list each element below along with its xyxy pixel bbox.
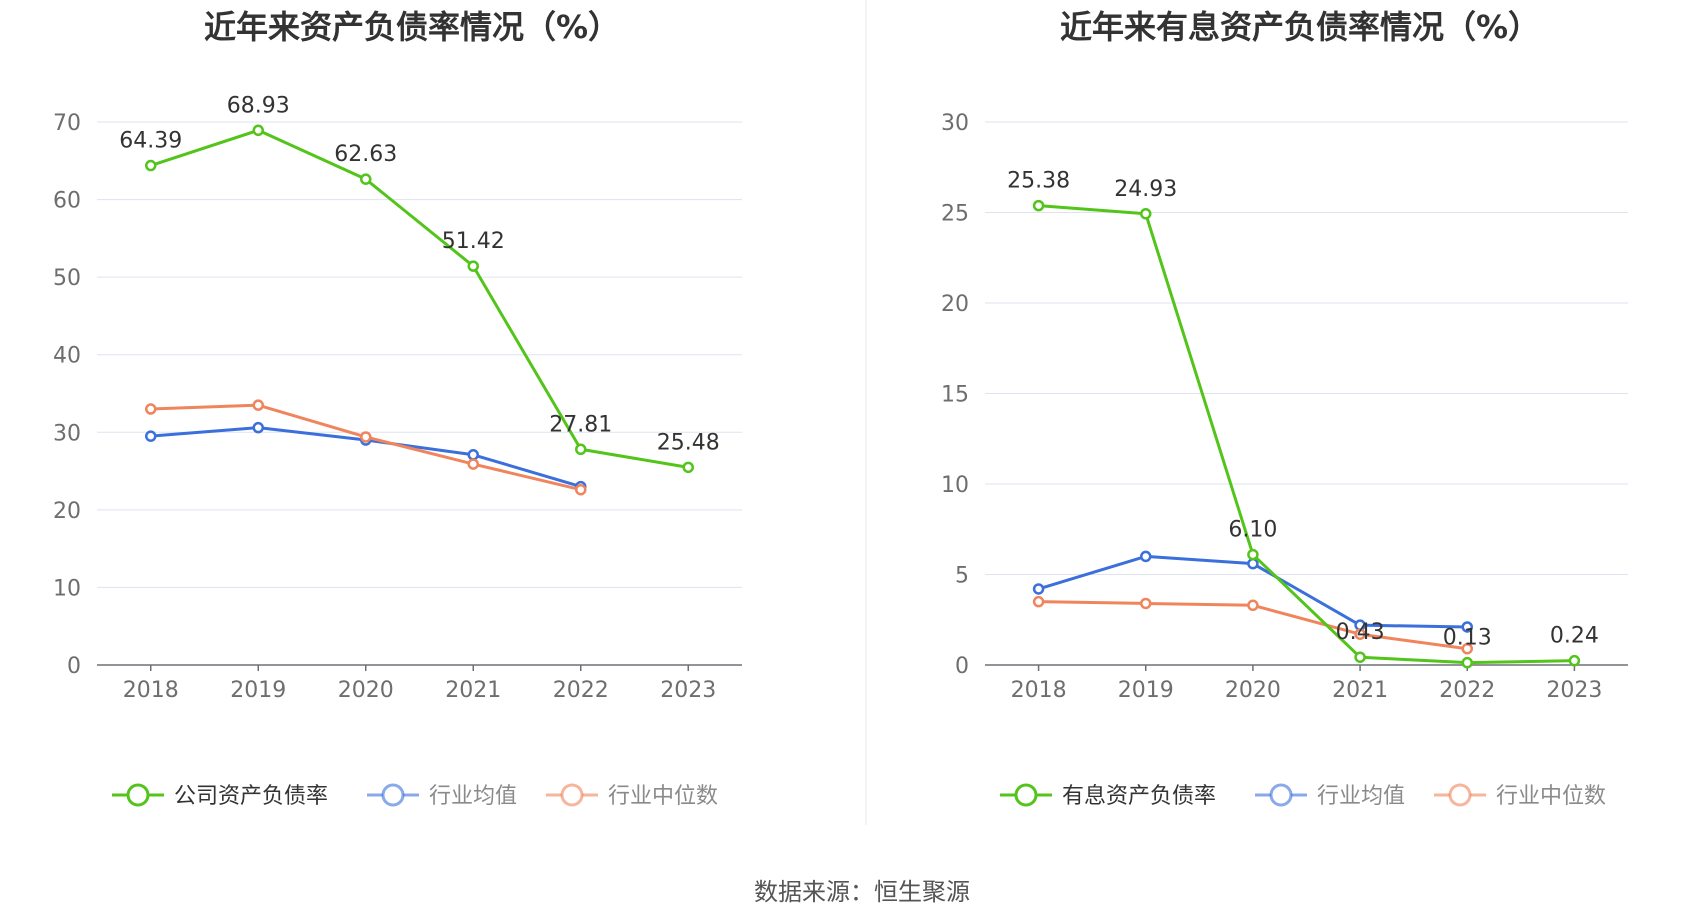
legend-marker-1-0 — [1014, 783, 1038, 807]
data-label-0-5: 25.48 — [657, 430, 720, 455]
x-tick-label-1-3: 2021 — [1332, 678, 1388, 703]
y-tick-label-1-0: 0 — [955, 654, 969, 679]
y-tick-label-1-2: 10 — [941, 473, 969, 498]
y-tick-label-1-6: 30 — [941, 111, 969, 136]
legend-marker-0-1 — [381, 783, 405, 807]
data-point-0-2-3 — [467, 458, 479, 470]
y-tick-label-0-3: 30 — [53, 421, 81, 446]
y-tick-label-0-1: 10 — [53, 576, 81, 601]
legend-label-0-1: 行业均值 — [429, 784, 517, 809]
data-label-1-3: 0.43 — [1336, 620, 1385, 645]
x-tick-label-0-1: 2019 — [230, 678, 286, 703]
legend-marker-0-2 — [560, 783, 584, 807]
data-point-1-2-0 — [1032, 595, 1045, 608]
data-label-0-2: 62.63 — [334, 142, 397, 167]
data-label-1-0: 25.38 — [1007, 169, 1070, 194]
data-label-0-3: 51.42 — [442, 229, 505, 254]
x-tick-label-1-4: 2022 — [1439, 678, 1495, 703]
legend-label-1-2: 行业中位数 — [1496, 784, 1606, 809]
data-point-0-0-0 — [145, 159, 157, 172]
x-tick-label-1-2: 2020 — [1225, 678, 1281, 703]
y-tick-label-1-4: 20 — [941, 292, 969, 317]
y-tick-label-0-2: 20 — [53, 499, 81, 524]
data-point-0-1-1 — [252, 421, 264, 434]
chart-title-0: 近年来资产负债率情况（%） — [204, 8, 620, 46]
y-tick-label-0-0: 0 — [67, 654, 81, 679]
data-point-0-0-3 — [467, 260, 479, 272]
data-point-0-0-1 — [252, 124, 264, 137]
data-label-1-2: 6.10 — [1228, 518, 1277, 543]
series-line-0-0 — [150, 128, 689, 469]
data-point-1-1-1 — [1140, 550, 1152, 563]
data-point-1-2-3 — [1354, 628, 1366, 640]
data-label-0-1: 68.93 — [227, 93, 290, 118]
x-tick-label-0-2: 2020 — [338, 678, 394, 703]
data-point-1-0-5 — [1568, 654, 1581, 667]
x-tick-label-1-1: 2019 — [1118, 678, 1174, 703]
legend-marker-1-1 — [1269, 783, 1293, 807]
data-source-text: 数据来源：恒生聚源 — [754, 878, 970, 906]
series-line-0-2 — [150, 403, 582, 492]
legend-label-1-0: 有息资产负债率 — [1062, 784, 1216, 809]
legend-marker-0-0 — [126, 783, 150, 807]
x-tick-label-0-5: 2023 — [660, 678, 716, 703]
x-tick-label-1-0: 2018 — [1011, 678, 1067, 703]
data-point-1-0-0 — [1032, 199, 1045, 212]
data-point-1-1-0 — [1032, 583, 1045, 595]
legend-marker-1-2 — [1448, 783, 1472, 807]
data-label-1-1: 24.93 — [1114, 177, 1177, 202]
y-tick-label-1-3: 15 — [941, 383, 969, 408]
x-tick-label-0-0: 2018 — [123, 678, 179, 703]
chart-title-1: 近年来有息资产负债率情况（%） — [1060, 8, 1540, 46]
data-point-0-2-4 — [575, 483, 587, 496]
data-point-0-2-2 — [360, 431, 372, 443]
legend-label-1-1: 行业均值 — [1317, 784, 1405, 809]
data-point-0-0-4 — [575, 443, 587, 456]
legend-label-0-2: 行业中位数 — [608, 784, 718, 809]
x-tick-label-0-4: 2022 — [553, 678, 609, 703]
y-tick-label-1-1: 5 — [955, 564, 969, 589]
data-point-0-1-3 — [467, 449, 479, 461]
data-point-1-2-1 — [1140, 597, 1152, 610]
data-point-1-2-2 — [1247, 599, 1259, 612]
y-tick-label-0-4: 40 — [53, 344, 81, 369]
y-tick-label-1-5: 25 — [941, 202, 969, 227]
data-point-0-0-5 — [682, 461, 694, 474]
y-tick-label-0-7: 70 — [53, 111, 81, 136]
data-label-1-4: 0.13 — [1443, 626, 1492, 651]
y-tick-label-0-5: 50 — [53, 266, 81, 291]
data-point-0-2-0 — [145, 403, 157, 415]
x-tick-label-1-5: 2023 — [1546, 678, 1602, 703]
data-label-0-0: 64.39 — [119, 129, 182, 154]
data-point-1-1-4 — [1461, 621, 1473, 633]
data-point-1-0-1 — [1140, 208, 1152, 220]
data-label-0-4: 27.81 — [549, 412, 612, 437]
series-line-1-0 — [1038, 204, 1575, 665]
y-tick-label-0-6: 60 — [53, 189, 81, 214]
data-point-0-0-2 — [360, 173, 372, 185]
data-point-1-0-3 — [1354, 651, 1366, 663]
data-point-1-0-2 — [1247, 548, 1259, 561]
data-point-1-1-2 — [1247, 557, 1259, 570]
legend-label-0-0: 公司资产负债率 — [174, 784, 328, 809]
data-point-1-2-4 — [1461, 642, 1473, 655]
data-point-0-2-1 — [252, 399, 264, 411]
data-point-0-1-0 — [145, 430, 157, 442]
x-tick-label-0-3: 2021 — [445, 678, 501, 703]
data-point-1-0-4 — [1461, 656, 1473, 669]
data-label-1-5: 0.24 — [1550, 624, 1599, 649]
